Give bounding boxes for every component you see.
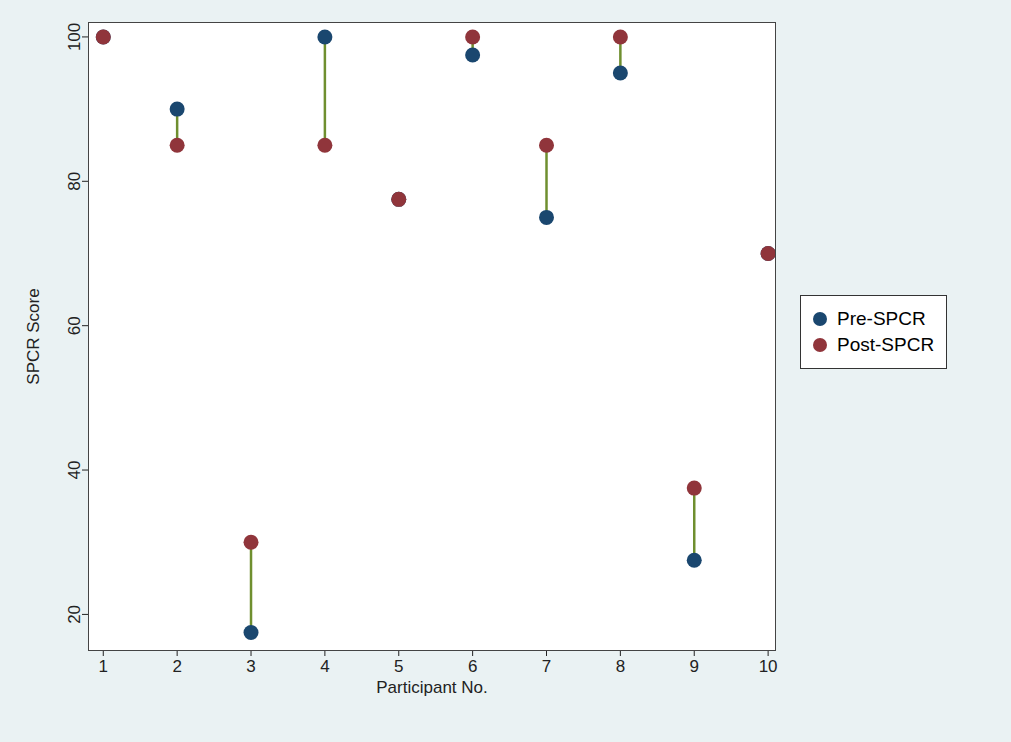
html-text:Pre-SPCR: Pre-SPCR bbox=[837, 308, 926, 329]
html-text:Post-SPCR: Post-SPCR bbox=[837, 334, 935, 355]
svg-text:80: 80 bbox=[65, 172, 84, 191]
svg-text:9: 9 bbox=[690, 657, 699, 676]
svg-text:60: 60 bbox=[65, 316, 84, 335]
svg-text:7: 7 bbox=[542, 657, 551, 676]
svg-text:10: 10 bbox=[759, 657, 778, 676]
svg-text:5: 5 bbox=[394, 657, 403, 676]
svg-text:20: 20 bbox=[65, 605, 84, 624]
svg-text:2: 2 bbox=[172, 657, 181, 676]
svg-text:6: 6 bbox=[468, 657, 477, 676]
svg-text:4: 4 bbox=[320, 657, 329, 676]
svg-text:1: 1 bbox=[99, 657, 108, 676]
svg-text:Participant No.: Participant No. bbox=[376, 678, 488, 697]
svg-text:SPCR Score: SPCR Score bbox=[24, 288, 43, 384]
svg-text:8: 8 bbox=[616, 657, 625, 676]
svg-text:100: 100 bbox=[65, 23, 84, 51]
svg-text:3: 3 bbox=[246, 657, 255, 676]
svg-text:40: 40 bbox=[65, 461, 84, 480]
